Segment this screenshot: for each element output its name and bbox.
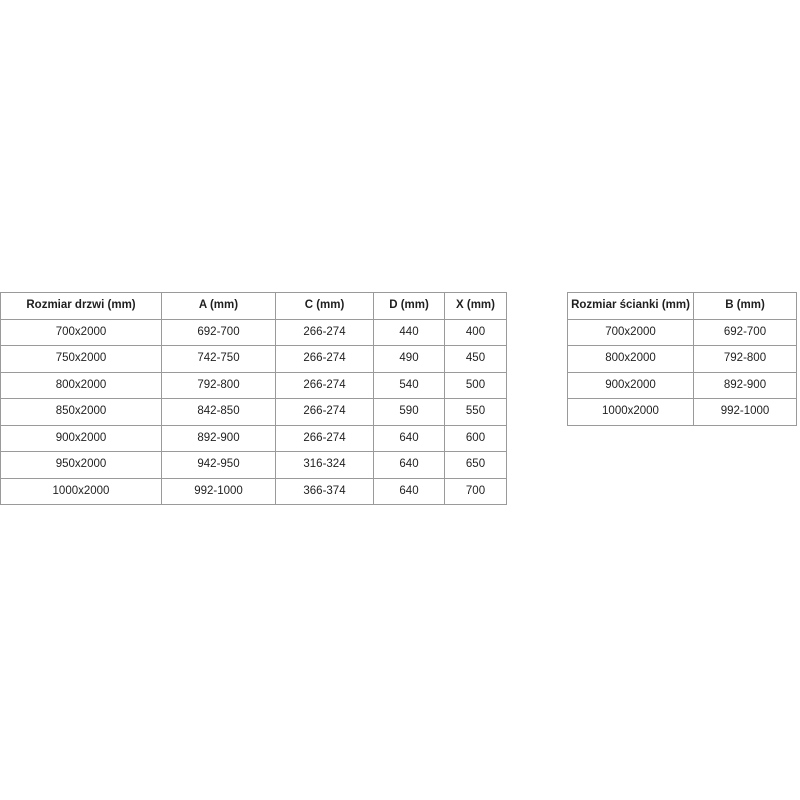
cell-wall-size: 900x2000 — [567, 371, 694, 399]
table-header-row: Rozmiar drzwi (mm) A (mm) C (mm) D (mm) … — [0, 292, 507, 320]
table-header-row: Rozmiar ścianki (mm) B (mm) — [567, 292, 797, 320]
cell-c: 266-274 — [275, 424, 374, 452]
cell-c: 266-274 — [275, 398, 374, 426]
cell-c: 266-274 — [275, 318, 374, 346]
cell-d: 640 — [373, 424, 445, 452]
table-row: 850x2000 842-850 266-274 590 550 — [0, 398, 507, 426]
table-row: 700x2000 692-700 266-274 440 400 — [0, 318, 507, 346]
cell-wall-size: 800x2000 — [567, 345, 694, 373]
cell-x: 400 — [444, 318, 507, 346]
cell-b: 992-1000 — [693, 398, 797, 426]
doors-dimensions-table: Rozmiar drzwi (mm) A (mm) C (mm) D (mm) … — [0, 292, 507, 505]
cell-d: 590 — [373, 398, 445, 426]
cell-a: 892-900 — [161, 424, 276, 452]
cell-c: 316-324 — [275, 451, 374, 479]
cell-b: 892-900 — [693, 371, 797, 399]
table-row: 1000x2000 992-1000 366-374 640 700 — [0, 477, 507, 505]
column-header-b: B (mm) — [693, 292, 797, 320]
cell-d: 540 — [373, 371, 445, 399]
cell-c: 266-274 — [275, 345, 374, 373]
cell-door-size: 750x2000 — [0, 345, 162, 373]
column-header-a: A (mm) — [161, 292, 276, 320]
cell-x: 500 — [444, 371, 507, 399]
cell-a: 842-850 — [161, 398, 276, 426]
cell-x: 700 — [444, 477, 507, 505]
cell-x: 450 — [444, 345, 507, 373]
column-header-door-size: Rozmiar drzwi (mm) — [0, 292, 162, 320]
cell-door-size: 1000x2000 — [0, 477, 162, 505]
cell-door-size: 700x2000 — [0, 318, 162, 346]
cell-wall-size: 1000x2000 — [567, 398, 694, 426]
cell-x: 650 — [444, 451, 507, 479]
cell-a: 742-750 — [161, 345, 276, 373]
cell-x: 550 — [444, 398, 507, 426]
table-row: 750x2000 742-750 266-274 490 450 — [0, 345, 507, 373]
cell-a: 942-950 — [161, 451, 276, 479]
cell-door-size: 900x2000 — [0, 424, 162, 452]
table-row: 1000x2000 992-1000 — [567, 398, 797, 426]
cell-x: 600 — [444, 424, 507, 452]
cell-door-size: 950x2000 — [0, 451, 162, 479]
cell-door-size: 850x2000 — [0, 398, 162, 426]
cell-a: 692-700 — [161, 318, 276, 346]
table-row: 800x2000 792-800 266-274 540 500 — [0, 371, 507, 399]
cell-c: 266-274 — [275, 371, 374, 399]
table-row: 950x2000 942-950 316-324 640 650 — [0, 451, 507, 479]
cell-d: 490 — [373, 345, 445, 373]
table-row: 900x2000 892-900 — [567, 371, 797, 399]
cell-b: 692-700 — [693, 318, 797, 346]
cell-c: 366-374 — [275, 477, 374, 505]
cell-wall-size: 700x2000 — [567, 318, 694, 346]
column-header-d: D (mm) — [373, 292, 445, 320]
cell-b: 792-800 — [693, 345, 797, 373]
column-header-wall-size: Rozmiar ścianki (mm) — [567, 292, 694, 320]
table-row: 800x2000 792-800 — [567, 345, 797, 373]
walls-dimensions-table: Rozmiar ścianki (mm) B (mm) 700x2000 692… — [567, 292, 797, 426]
table-row: 700x2000 692-700 — [567, 318, 797, 346]
cell-d: 640 — [373, 477, 445, 505]
column-header-c: C (mm) — [275, 292, 374, 320]
cell-d: 640 — [373, 451, 445, 479]
cell-a: 992-1000 — [161, 477, 276, 505]
cell-d: 440 — [373, 318, 445, 346]
cell-a: 792-800 — [161, 371, 276, 399]
column-header-x: X (mm) — [444, 292, 507, 320]
table-row: 900x2000 892-900 266-274 640 600 — [0, 424, 507, 452]
cell-door-size: 800x2000 — [0, 371, 162, 399]
